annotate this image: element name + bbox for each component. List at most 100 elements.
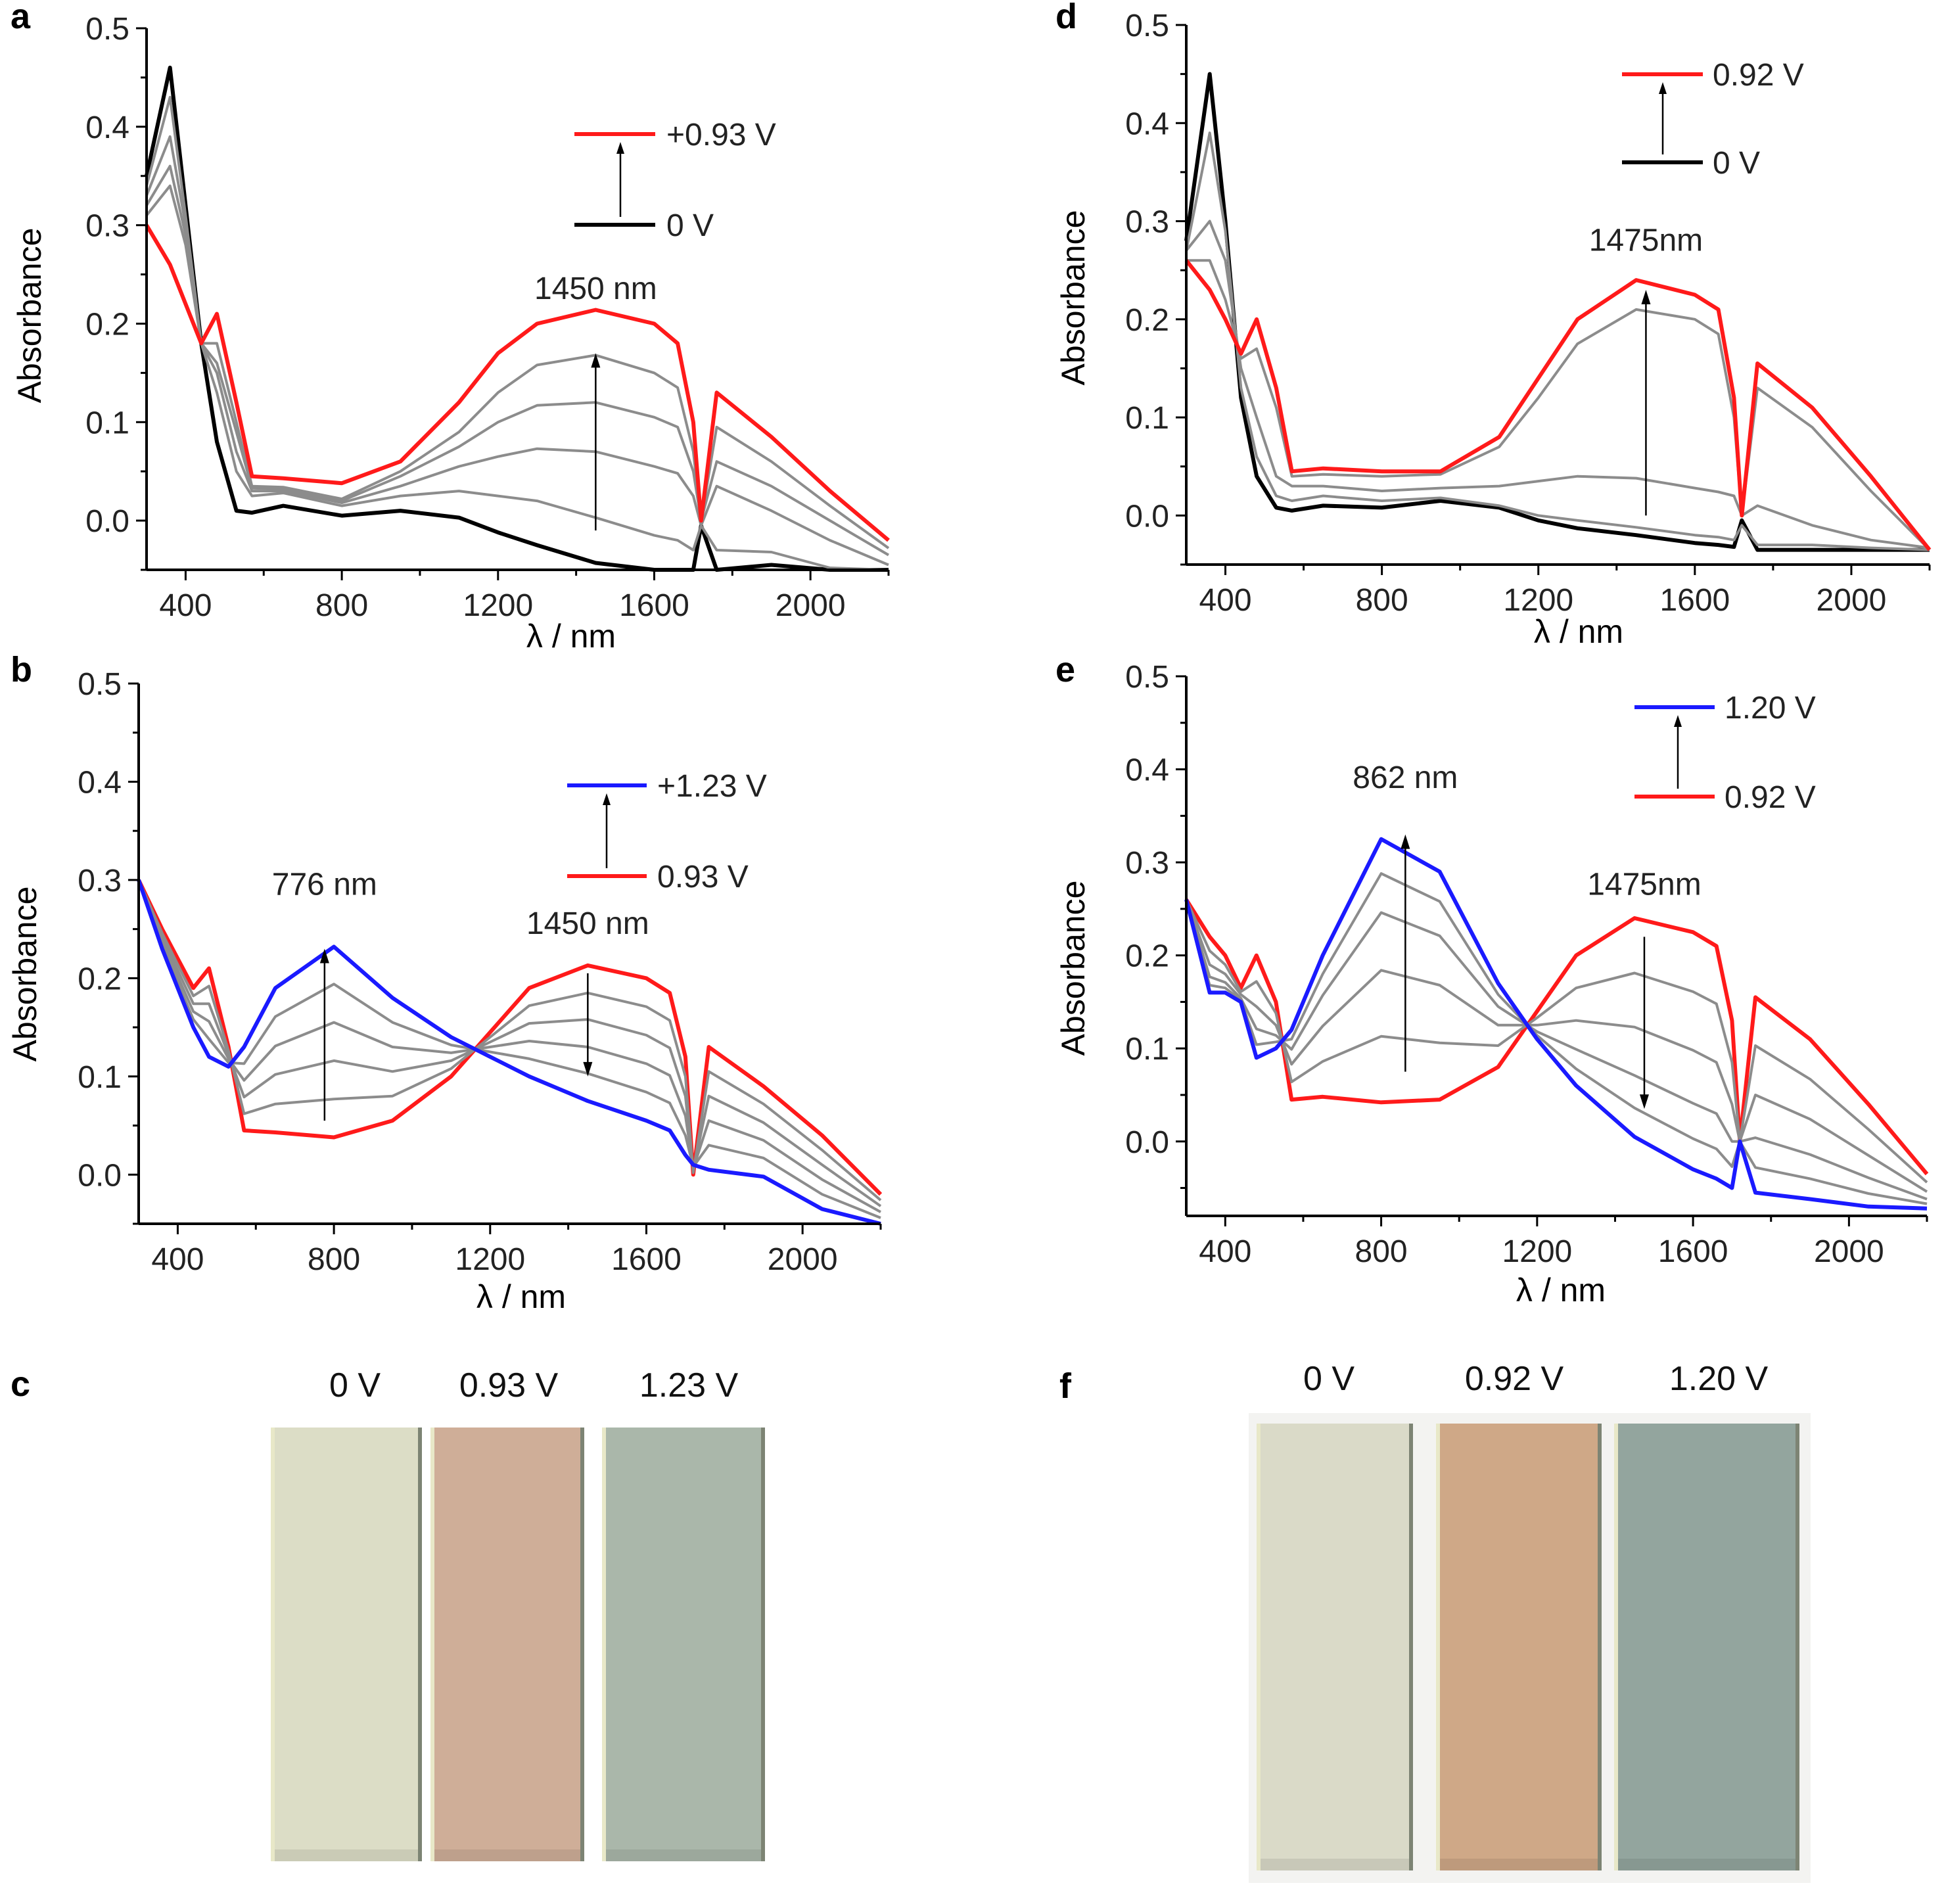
peak-annotation: 1450 nm <box>526 906 649 941</box>
series-line-b-5 <box>137 879 881 1226</box>
arrow-head-icon <box>1401 834 1410 849</box>
peak-annotation: 776 nm <box>272 867 377 902</box>
x-tick-label: 800 <box>1356 583 1408 618</box>
x-tick-label: 400 <box>1199 1234 1251 1269</box>
x-tick-label: 2000 <box>776 588 846 623</box>
arrow-head-icon <box>1674 715 1682 727</box>
photo-c-label-1: 0.93 V <box>459 1366 559 1405</box>
y-axis-title: Absorbance <box>11 228 48 404</box>
y-tick-label: 0.1 <box>1125 1032 1169 1067</box>
x-tick-label: 2000 <box>1817 583 1887 618</box>
y-tick-label: 0.3 <box>78 864 122 898</box>
x-tick-label: 400 <box>1199 583 1251 618</box>
film-strip-f-0.92V <box>1436 1424 1602 1870</box>
y-tick-label: 0.3 <box>1125 846 1169 881</box>
y-tick-label: 0.2 <box>78 962 122 996</box>
film-strip-f-1.20V <box>1614 1424 1799 1870</box>
legend-label: 0 V <box>1713 146 1760 181</box>
panel-label-e: e <box>1055 650 1076 689</box>
series-line-e-2 <box>1185 899 1928 1193</box>
film-strip-c-1.23V <box>602 1428 765 1861</box>
series-line-d-1 <box>1185 131 1930 551</box>
arrow-head-icon <box>1641 290 1651 305</box>
y-tick-label: 0.5 <box>1125 660 1169 695</box>
x-tick-label: 400 <box>151 1242 204 1277</box>
series-line-a-2 <box>145 135 889 567</box>
panel-label-c: c <box>11 1364 31 1404</box>
x-tick-label: 1200 <box>1502 1234 1572 1269</box>
legend-label: 0.92 V <box>1713 58 1804 93</box>
film-strip-c-0.93V <box>430 1428 584 1861</box>
y-tick-label: 0.2 <box>1125 303 1169 338</box>
peak-annotation: 1475nm <box>1587 868 1701 902</box>
arrow-head-icon <box>591 353 601 368</box>
panel-label-f: f <box>1059 1366 1071 1406</box>
arrow-head-icon <box>1659 82 1667 94</box>
series-line-b-1 <box>137 879 882 1201</box>
chart-d: 400 800 1200 1600 2000 0.0 0.1 0.2 0.3 0.4 0.5 λ / … <box>1055 9 1932 650</box>
series-line-d-4 <box>1184 259 1932 551</box>
arrow-head-icon <box>319 948 329 964</box>
series-line-d-2 <box>1185 220 1930 549</box>
x-tick-label: 2000 <box>1814 1234 1884 1269</box>
y-tick-label: 0.0 <box>1125 1125 1169 1160</box>
y-tick-label: 0.0 <box>1125 499 1169 534</box>
legend-label: 0 V <box>666 208 714 243</box>
panel-label-d: d <box>1055 0 1077 36</box>
x-tick-label: 1200 <box>455 1242 525 1277</box>
y-tick-label: 0.5 <box>78 667 122 702</box>
series-line-a-1 <box>145 95 889 571</box>
photo-f-label-1: 0.92 V <box>1464 1360 1564 1398</box>
y-axis-title: Absorbance <box>1055 881 1092 1056</box>
y-tick-label: 0.5 <box>85 12 129 47</box>
y-tick-label: 0.5 <box>1125 9 1169 43</box>
photo-c-label-0: 0 V <box>329 1366 381 1405</box>
y-tick-label: 0.3 <box>1125 205 1169 240</box>
legend-label: 0.92 V <box>1725 780 1816 815</box>
x-tick-label: 1600 <box>1659 583 1730 618</box>
x-axis-title: λ / nm <box>476 1278 566 1315</box>
y-tick-label: 0.4 <box>1125 106 1169 141</box>
x-tick-label: 2000 <box>768 1242 838 1277</box>
photo-f-label-2: 1.20 V <box>1669 1360 1769 1398</box>
x-axis-title: λ / nm <box>1534 613 1623 650</box>
series-line-e-4 <box>1185 872 1928 1205</box>
chart-b: 400 800 1200 1600 2000 0.0 0.1 0.2 0.3 0.4 0.5 λ / … <box>7 667 883 1315</box>
series-line-a-4 <box>145 184 890 549</box>
y-axis-title: Absorbance <box>1055 210 1092 386</box>
x-axis-title: λ / nm <box>526 618 616 655</box>
y-tick-label: 0.4 <box>78 765 122 800</box>
film-strip-f-0V <box>1257 1424 1413 1870</box>
y-tick-label: 0.1 <box>78 1060 122 1095</box>
arrow-head-icon <box>603 793 611 805</box>
series-line-a-0 <box>145 65 889 572</box>
arrow-head-icon <box>1639 1094 1649 1109</box>
series-line-e-0 <box>1184 898 1929 1176</box>
series-line-e-1 <box>1185 898 1928 1184</box>
series-line-d-3 <box>1186 259 1931 551</box>
y-axis-title: Absorbance <box>7 887 43 1062</box>
x-tick-label: 800 <box>1355 1234 1408 1269</box>
y-tick-label: 0.0 <box>78 1158 122 1193</box>
legend-label: 0.93 V <box>657 860 749 894</box>
peak-annotation: 1450 nm <box>534 271 657 306</box>
y-tick-label: 0.1 <box>85 406 129 440</box>
x-tick-label: 1200 <box>463 588 533 623</box>
peak-annotation: 1475nm <box>1589 223 1703 258</box>
legend-label: +1.23 V <box>657 769 767 804</box>
x-axis-title: λ / nm <box>1516 1272 1606 1309</box>
series-line-b-4 <box>137 879 881 1219</box>
film-strip-c-0V <box>271 1428 422 1861</box>
peak-annotation: 862 nm <box>1353 760 1458 795</box>
panel-label-a: a <box>11 0 31 36</box>
legend-label: 1.20 V <box>1725 691 1816 726</box>
series-line-b-3 <box>137 879 881 1213</box>
legend-label: +0.93 V <box>666 118 776 152</box>
photo-c-label-2: 1.23 V <box>639 1366 739 1405</box>
series-line-a-3 <box>145 164 890 557</box>
arrow-head-icon <box>616 142 624 154</box>
x-tick-label: 400 <box>159 588 212 623</box>
y-tick-label: 0.0 <box>85 504 129 539</box>
x-tick-label: 1600 <box>611 1242 682 1277</box>
